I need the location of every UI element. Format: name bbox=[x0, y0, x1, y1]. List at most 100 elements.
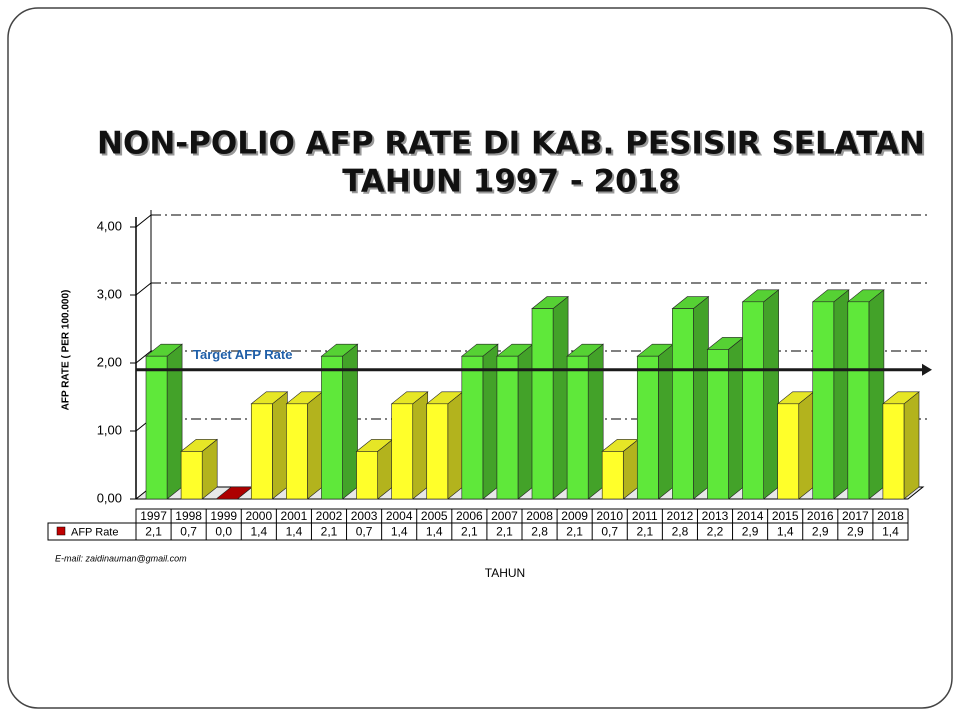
value-label: 2,1 bbox=[566, 525, 583, 539]
bar-side bbox=[552, 295, 569, 500]
value-label: 2,8 bbox=[672, 525, 689, 539]
value-label: 1,4 bbox=[426, 525, 443, 539]
y-tick-label: 1,00 bbox=[97, 422, 122, 437]
x-tick-label: 2004 bbox=[386, 509, 413, 523]
bar-side bbox=[833, 289, 850, 500]
bar bbox=[286, 403, 308, 500]
grid-line-depth bbox=[135, 282, 152, 296]
x-tick-label: 2005 bbox=[421, 509, 448, 523]
bar bbox=[391, 403, 414, 500]
bar bbox=[636, 355, 659, 500]
value-label: 1,4 bbox=[250, 525, 267, 539]
bar-side bbox=[763, 289, 779, 500]
x-tick-label: 2012 bbox=[667, 509, 694, 523]
bar-side bbox=[272, 391, 288, 500]
x-tick-label: 2013 bbox=[702, 509, 729, 523]
annotation: E-mail: zaidinauman@gmail.com bbox=[55, 553, 187, 563]
chart-subtitle: TAHUN 1997 - 2018 bbox=[342, 164, 680, 200]
target-arrow bbox=[922, 363, 932, 376]
bar-side bbox=[307, 391, 323, 500]
x-tick-label: 2018 bbox=[877, 509, 904, 523]
subtitle-shadow: TAHUN 1997 - 2018 bbox=[344, 166, 682, 202]
value-label: 2,9 bbox=[847, 525, 864, 539]
y-tick-label: 2,00 bbox=[97, 354, 122, 369]
x-tick-label: 1998 bbox=[175, 509, 202, 523]
x-tick-label: 2011 bbox=[632, 509, 658, 523]
value-label: 2,2 bbox=[707, 525, 724, 539]
x-tick-label: 2015 bbox=[772, 509, 799, 523]
grid-line-depth bbox=[135, 350, 152, 364]
bar-side bbox=[342, 343, 358, 500]
x-tick-label: 2003 bbox=[351, 509, 378, 523]
x-tick-label: 1999 bbox=[210, 509, 237, 523]
x-tick-label: 2008 bbox=[526, 509, 553, 523]
bar bbox=[882, 403, 905, 500]
bar bbox=[145, 355, 168, 500]
bar-side bbox=[658, 343, 674, 500]
value-label: 1,4 bbox=[777, 525, 794, 539]
bar-side bbox=[482, 343, 499, 500]
value-label: 0,7 bbox=[601, 525, 618, 539]
bar bbox=[356, 451, 378, 500]
x-tick-label: 2014 bbox=[737, 509, 764, 523]
x-axis-label: TAHUN bbox=[485, 566, 525, 580]
bar-side bbox=[447, 391, 464, 500]
x-tick-label: 2017 bbox=[842, 509, 869, 523]
bar bbox=[601, 451, 624, 500]
x-tick-label: 2007 bbox=[491, 509, 518, 523]
bar bbox=[847, 301, 870, 500]
bar bbox=[812, 301, 835, 500]
bar-side bbox=[903, 391, 920, 500]
y-tick-label: 0,00 bbox=[97, 490, 122, 505]
bar bbox=[777, 403, 800, 500]
value-label: 1,4 bbox=[286, 525, 303, 539]
value-label: 2,1 bbox=[636, 525, 653, 539]
x-tick-label: 2006 bbox=[456, 509, 483, 523]
grid-line-depth bbox=[135, 214, 152, 228]
bar-side bbox=[587, 343, 604, 500]
x-tick-label: 2016 bbox=[807, 509, 834, 523]
value-label: 0,7 bbox=[356, 525, 373, 539]
bar-side bbox=[693, 295, 709, 500]
x-tick-label: 2009 bbox=[561, 509, 588, 523]
value-label: 0,0 bbox=[215, 525, 232, 539]
y-axis-label: AFP RATE ( PER 100.000) bbox=[61, 290, 72, 411]
bar-side bbox=[798, 391, 815, 500]
bar bbox=[672, 308, 694, 500]
x-tick-label: 1997 bbox=[140, 509, 167, 523]
value-label: 1,4 bbox=[391, 525, 408, 539]
bar bbox=[707, 349, 729, 500]
bar bbox=[321, 355, 343, 500]
legend-label: AFP Rate bbox=[71, 526, 119, 538]
bar bbox=[180, 451, 203, 500]
x-tick-label: 2010 bbox=[596, 509, 623, 523]
bar bbox=[531, 308, 554, 500]
value-label: 0,7 bbox=[180, 525, 197, 539]
value-label: 2,8 bbox=[531, 525, 548, 539]
bar bbox=[250, 403, 273, 500]
bar-side bbox=[728, 336, 744, 500]
bar-side bbox=[517, 343, 534, 500]
y-tick-label: 4,00 bbox=[97, 218, 122, 233]
value-label: 2,1 bbox=[145, 525, 162, 539]
value-label: 2,9 bbox=[742, 525, 759, 539]
value-label: 1,4 bbox=[882, 525, 899, 539]
bar bbox=[742, 301, 764, 500]
bar-side bbox=[166, 343, 183, 500]
value-label: 2,9 bbox=[812, 525, 829, 539]
legend-swatch bbox=[56, 526, 66, 536]
chart-title: NON-POLIO AFP RATE DI KAB. PESISIR SELAT… bbox=[97, 126, 925, 162]
value-label: 2,1 bbox=[321, 525, 338, 539]
x-tick-label: 2000 bbox=[245, 509, 272, 523]
value-label: 2,1 bbox=[461, 525, 478, 539]
bar-side bbox=[868, 289, 885, 500]
bar bbox=[496, 355, 519, 500]
x-tick-label: 2002 bbox=[316, 509, 343, 523]
bar bbox=[461, 355, 484, 500]
x-tick-label: 2001 bbox=[281, 509, 308, 523]
target-label: Target AFP Rate bbox=[193, 347, 292, 362]
value-label: 2,1 bbox=[496, 525, 513, 539]
bar-side bbox=[412, 391, 429, 500]
